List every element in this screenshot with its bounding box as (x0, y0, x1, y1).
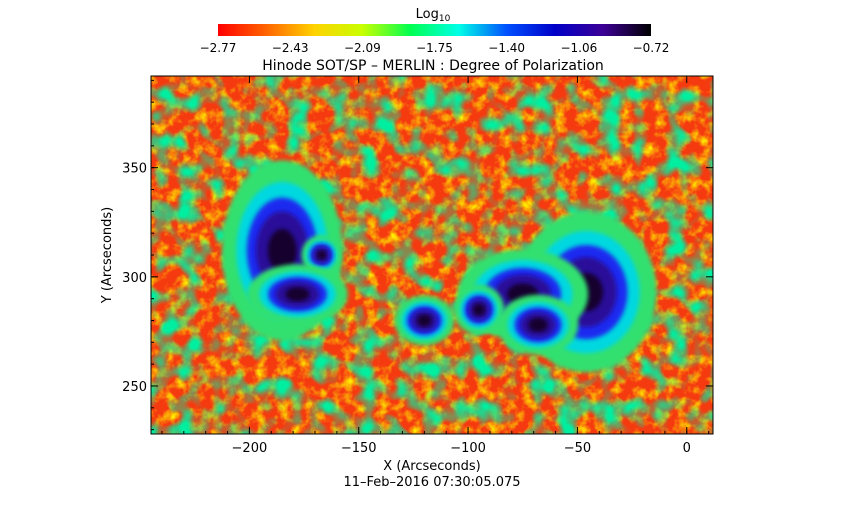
colorbar-gradient (218, 24, 651, 36)
colorbar-tick-label: −1.40 (488, 41, 525, 55)
colorbar-tick-label: −2.09 (344, 41, 381, 55)
y-tick-label: 250 (122, 380, 147, 395)
x-tick-label: −100 (450, 441, 486, 456)
timestamp: 11–Feb–2016 07:30:05.075 (343, 475, 520, 490)
polarization-feature (528, 317, 548, 333)
colorbar: Log10 −2.77 −2.43 −2.09 −1.75 −1.40 −1.06 −0.7… (200, 7, 670, 55)
polarization-feature (285, 287, 310, 302)
x-axis-label: X (Arcseconds) (383, 459, 480, 474)
polarization-feature (267, 229, 297, 273)
x-tick-label: −150 (341, 441, 377, 456)
map-features (221, 160, 657, 373)
polarization-feature (316, 250, 327, 260)
x-tick-label: −200 (232, 441, 268, 456)
y-tick-label: 300 (122, 271, 147, 286)
polarization-feature (417, 314, 432, 327)
y-axis-label: Y (Arcseconds) (100, 207, 115, 304)
polarization-map (151, 76, 713, 434)
polarization-feature (473, 303, 486, 316)
colorbar-tick-label: −0.72 (633, 41, 670, 55)
y-tick-label: 350 (122, 162, 147, 177)
colorbar-tick-label: −1.75 (416, 41, 453, 55)
x-tick-label: 0 (683, 441, 691, 456)
x-tick-label: −50 (564, 441, 591, 456)
y-axis: 250 300 350 (122, 79, 713, 431)
colorbar-label: Log10 (416, 7, 451, 24)
colorbar-tick-label: −1.06 (560, 41, 597, 55)
x-axis: −200 −150 −100 −50 0 (161, 76, 710, 456)
colorbar-tick-label: −2.77 (200, 41, 237, 55)
colorbar-tick-label: −2.43 (272, 41, 309, 55)
chart-title: Hinode SOT/SP – MERLIN : Degree of Polar… (262, 58, 604, 74)
